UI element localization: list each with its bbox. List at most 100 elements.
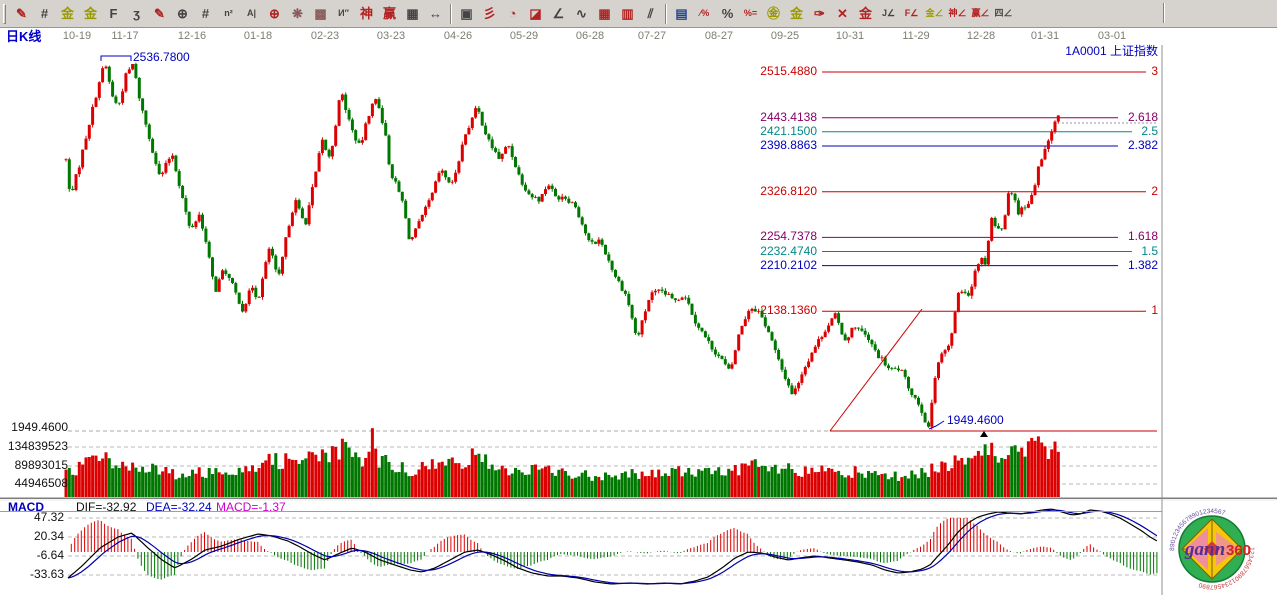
toolbar-button-spider-web[interactable]: ❋ (286, 2, 309, 26)
percent-slash-icon: ⁄% (699, 8, 710, 18)
toolbar-button-bar-panel[interactable]: ▤ (670, 2, 693, 26)
ying-tool-icon: 赢 (382, 6, 396, 21)
price-grid-icon: # (201, 6, 210, 21)
ruler-123-icon: ▦ (406, 6, 419, 21)
x-axis-dates-row: 10-19 11-17 12-16 01-18 02-23 03-23 04-26 05-29… (0, 28, 1277, 45)
toolbar-button-text-note[interactable]: A| (240, 2, 263, 26)
parallel-lines-icon: ⫽ (647, 6, 654, 21)
x-axis-date: 03-23 (376, 30, 406, 42)
toolbar-button-square-n2[interactable]: n² (217, 2, 240, 26)
spider-web-icon: ❋ (292, 6, 303, 21)
gann-grid-icon: # (40, 6, 49, 21)
gann360-logo: 89012345678901234567 1234567890123456789… (1169, 508, 1255, 590)
toolbar-button-parallel-lines[interactable]: ⫽ (639, 2, 662, 26)
toolbar-button-j-angle[interactable]: J∠ (877, 2, 900, 26)
toolbar-button-ying-tool[interactable]: 赢 (378, 2, 401, 26)
gold-line-icon: 金 (858, 6, 872, 21)
toolbar-button-arc-fan[interactable]: ◔ (501, 2, 524, 26)
toolbar-button-gold-circle[interactable]: ㊎ (762, 2, 785, 26)
kline-period-label: 日K线 (6, 29, 42, 44)
pen-bars-icon: ✑ (814, 6, 825, 21)
toolbar-button-percent-levels[interactable]: %= (739, 2, 762, 26)
toolbar-button-ray-fan[interactable]: 彡 (478, 2, 501, 26)
fib-ratio-2.618: 2.618 (1127, 109, 1158, 124)
toolbar-button-gann-grid[interactable]: # (33, 2, 56, 26)
logo-arrow-right (1216, 532, 1239, 566)
toolbar-button-draw-grid[interactable]: ✎ (148, 2, 171, 26)
toolbar-button-gold-levels[interactable]: 金 (785, 2, 808, 26)
fib-price-2.618: 2443.4138 (760, 109, 817, 124)
sector-grid-icon: ◪ (529, 6, 542, 21)
fib-price-1: 2138.1360 (760, 303, 817, 318)
toolbar-button-gann-wheel[interactable]: ⊕ (171, 2, 194, 26)
toolbar-button-ying-angle[interactable]: 赢∠ (969, 2, 992, 26)
text-note-icon: A| (246, 8, 257, 18)
toolbar-button-red-grid-2[interactable]: ▥ (616, 2, 639, 26)
macd-dea-value: DEA=-32.24 (146, 500, 212, 514)
volume-scale-2: 44946508 (14, 476, 68, 490)
toolbar-button-shen-angle[interactable]: 神∠ (946, 2, 969, 26)
x-axis-date: 06-28 (575, 30, 605, 42)
fib-price-2: 2326.8120 (760, 183, 817, 198)
toolbar-button-red-grid-1[interactable]: ▦ (593, 2, 616, 26)
percent-levels-icon: %= (743, 8, 758, 18)
toolbar-button-gold-section-1[interactable]: 金 (56, 2, 79, 26)
toolbar-button-spiral[interactable]: ʒ (125, 2, 148, 26)
toolbar-button-zigzag[interactable]: ∿ (570, 2, 593, 26)
volume-scale-1: 89893015 (14, 458, 68, 472)
x-axis-date: 02-23 (310, 30, 340, 42)
fib-ratio-2.382: 2.382 (1127, 138, 1158, 152)
frame-box-icon: ▣ (460, 6, 473, 21)
toolbar-button-sector-grid[interactable]: ◪ (524, 2, 547, 26)
low-price-label: 1949.4600 (947, 413, 1004, 427)
symbol-label: 1A0001 上证指数 (1065, 44, 1158, 58)
toolbar-separator (665, 3, 667, 24)
toolbar-button-percent-slash[interactable]: ⁄% (693, 2, 716, 26)
toolbar-button-shen-tool[interactable]: 神 (355, 2, 378, 26)
toolbar-button-trend-lines[interactable]: ∠ (547, 2, 570, 26)
x-levels-icon: ✕ (837, 6, 848, 21)
x-axis-date: 01-18 (243, 30, 273, 42)
red-grid-1-icon: ▦ (598, 6, 611, 21)
macd-scale-3: -33.63 (29, 567, 64, 581)
chart-markers (100, 55, 1157, 437)
toolbar-button-web-box[interactable]: ▩ (309, 2, 332, 26)
pane-gridlines (68, 122, 1157, 576)
bar-panel-icon: ▤ (675, 6, 688, 21)
kline-candles[interactable] (64, 62, 1060, 430)
volume-bars[interactable] (64, 428, 1060, 497)
toolbar-button-gold-section-2[interactable]: 金 (79, 2, 102, 26)
macd-title: MACD (8, 500, 44, 514)
fib-price-1.382: 2210.2102 (760, 257, 817, 272)
toolbar-button-f-angle[interactable]: F∠ (900, 2, 923, 26)
toolbar-button-pen-bars[interactable]: ✑ (808, 2, 831, 26)
toolbar-button-ruler-123[interactable]: ▦ (401, 2, 424, 26)
logo-360-text: 360 (1226, 542, 1251, 559)
high-price-label: 2536.7800 (133, 50, 190, 64)
pane-separator (0, 497, 1277, 499)
macd-scale-1: 20.34 (33, 529, 64, 543)
toolbar-button-price-grid[interactable]: # (194, 2, 217, 26)
toolbar-button-fibonacci-f[interactable]: F (102, 2, 125, 26)
macd-plot[interactable] (67, 508, 1158, 585)
zigzag-icon: ∿ (576, 6, 587, 21)
toolbar-button-draw-tool[interactable]: ✎ (10, 2, 33, 26)
toolbar-button-si-angle[interactable]: 四∠ (992, 2, 1015, 26)
fib-ratio-1.5: 1.5 (1141, 243, 1158, 258)
toolbar-gripper[interactable] (3, 3, 6, 24)
toolbar-button-circle-target[interactable]: ⊕ (263, 2, 286, 26)
toolbar-button-gold-angle[interactable]: 金∠ (923, 2, 946, 26)
toolbar-button-span-arrows[interactable]: ↔ (424, 2, 447, 26)
fib-price-1.618: 2254.7378 (760, 229, 817, 244)
x-axis-date: 11-17 (111, 30, 139, 42)
ray-fan-icon: 彡 (482, 6, 496, 21)
toolbar-button-wave-mark[interactable]: И″ (332, 2, 355, 26)
toolbar-button-frame-box[interactable]: ▣ (455, 2, 478, 26)
fib-price-2.5: 2421.1500 (760, 123, 817, 138)
fib-ratio-2.5: 2.5 (1141, 123, 1158, 138)
toolbar-button-x-levels[interactable]: ✕ (831, 2, 854, 26)
toolbar-button-gold-line[interactable]: 金 (854, 2, 877, 26)
toolbar-button-percent[interactable]: % (716, 2, 739, 26)
